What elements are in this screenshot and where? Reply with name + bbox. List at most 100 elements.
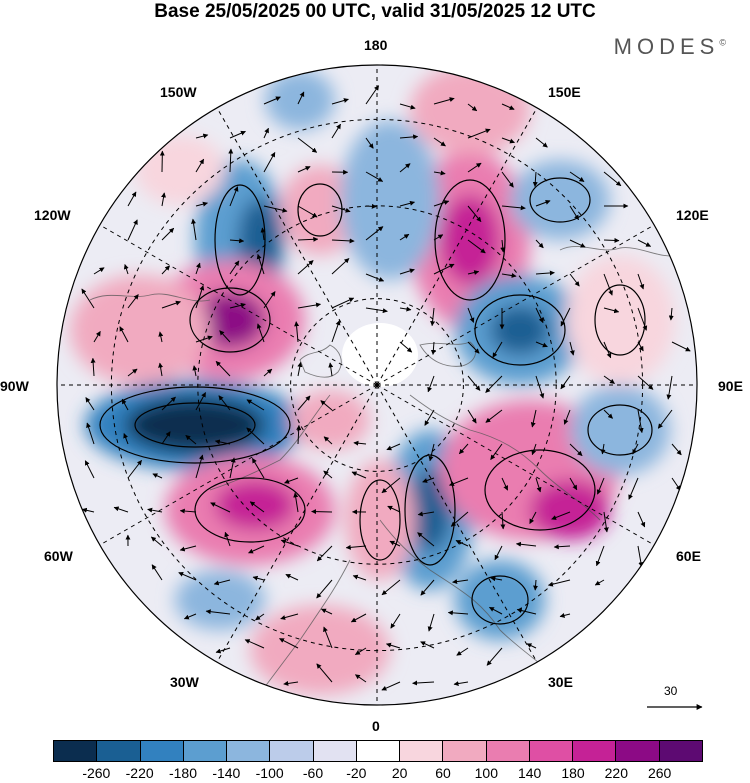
streamline-contour [214, 184, 266, 296]
wind-vector-arrow [161, 227, 175, 241]
wind-vector-arrow [127, 191, 137, 207]
wind-vector-arrow [603, 273, 613, 296]
wind-vector-arrow [297, 166, 311, 173]
colorbar-cell [658, 741, 702, 761]
wind-vector-arrow [205, 609, 231, 615]
streamline-contour [99, 386, 291, 464]
wind-vector-arrow [352, 574, 367, 581]
wind-vector-arrow [603, 375, 615, 384]
wind-vector-arrow [560, 375, 571, 390]
wind-vector-arrow [331, 123, 341, 139]
wind-vector-arrow [113, 506, 129, 513]
anomaly-blob [238, 198, 282, 282]
wind-vector-arrow [535, 239, 544, 249]
wind-vector-arrow [244, 639, 265, 649]
wind-vector-arrow [316, 663, 333, 683]
wind-vector-arrow [178, 572, 197, 581]
anomaly-blob [510, 160, 610, 240]
wind-vector-arrow [390, 613, 401, 629]
colorbar-cell [96, 741, 140, 761]
colorbar-cell [399, 741, 443, 761]
wind-vector-arrow [215, 647, 231, 654]
wind-vector-arrow [179, 545, 197, 552]
wind-vector-arrow [485, 409, 503, 423]
wind-vector-arrow [467, 307, 475, 323]
wind-vector-arrow [657, 409, 673, 429]
wind-vector-arrow [93, 330, 101, 343]
wind-vector-arrow [248, 545, 265, 554]
wind-vector-arrow [283, 680, 299, 686]
wind-vector-arrow [297, 260, 314, 275]
wind-vector-arrow [501, 205, 526, 211]
wind-vector-arrow [229, 302, 246, 309]
wind-vector-arrow [195, 158, 205, 173]
colorbar-cell [312, 741, 356, 761]
wind-vector-arrow [433, 263, 455, 275]
wind-vector-arrow [161, 265, 171, 275]
anomaly-blob [455, 560, 545, 640]
wind-vector-arrow [492, 341, 503, 358]
streamline-contour [194, 477, 306, 543]
lon-label-90w: 90W [0, 378, 29, 394]
colorbar-cell [572, 741, 616, 761]
wind-vector-arrow [433, 200, 450, 207]
colorbar-cell [485, 741, 529, 761]
wind-vector-arrow [467, 341, 480, 354]
wind-vector-arrow [422, 477, 435, 483]
wind-vector-arrow [671, 443, 682, 456]
wind-vector-arrow [447, 610, 469, 616]
anomaly-blob [280, 165, 360, 255]
wind-vector-arrow [427, 613, 435, 632]
wind-vector-arrow [501, 273, 517, 278]
wind-vector-arrow [228, 148, 234, 173]
anomaly-blob [340, 120, 440, 280]
wind-vector-arrow [316, 545, 333, 562]
wind-vector-arrow [458, 443, 469, 455]
wind-vector-arrow [161, 431, 171, 445]
wind-vector-arrow [320, 608, 333, 615]
wind-vector-arrow [331, 297, 355, 309]
wind-vector-arrow [365, 85, 380, 105]
wind-vector-arrow [195, 262, 201, 275]
wind-vector-arrow [246, 399, 265, 411]
wind-vector-arrow [297, 395, 311, 411]
lon-label-150w: 150W [160, 84, 197, 100]
streamline-contour [189, 287, 271, 353]
wind-vector-arrow [603, 171, 622, 187]
meridian-line [376, 384, 538, 663]
wind-vector-arrow [500, 511, 506, 530]
colorbar-tick-label: -140 [212, 765, 241, 781]
wind-vector-arrow [331, 320, 341, 343]
wind-vector-arrow [179, 508, 197, 514]
wind-vector-arrow [412, 680, 435, 686]
wind-vector-arrow [600, 443, 606, 455]
wind-vector-arrow [90, 357, 96, 377]
wind-vector-arrow [596, 477, 605, 495]
wind-vector-arrow [455, 540, 469, 547]
meridian-line [99, 224, 378, 386]
wind-vector-arrow [331, 238, 355, 244]
wind-vector-arrow [467, 409, 477, 424]
wind-vector-arrow [365, 137, 374, 149]
wind-vector-arrow [296, 424, 302, 445]
lon-label-30e: 30E [548, 674, 573, 690]
wind-vector-arrow [535, 477, 542, 493]
lon-label-30w: 30W [170, 674, 199, 690]
wind-vector-arrow [603, 307, 620, 314]
wind-vector-arrow [183, 613, 197, 620]
wind-vector-arrow [323, 626, 333, 649]
wind-vector-arrow [297, 236, 319, 242]
colorbar [53, 740, 703, 762]
wind-vector-arrow [668, 307, 674, 321]
wind-vector-arrow [551, 511, 571, 520]
wind-vector-arrow [229, 238, 245, 244]
colorbar-cell [528, 741, 573, 761]
wind-vector-arrow [467, 205, 482, 223]
wind-vector-arrow [365, 307, 388, 314]
wind-vector-arrow [123, 264, 129, 275]
wind-vector-arrow [263, 96, 281, 105]
wind-vector-arrow [280, 539, 299, 547]
wind-vector-arrow [331, 205, 351, 213]
wind-vector-arrow [127, 294, 139, 309]
wind-vector-arrow [161, 396, 176, 411]
